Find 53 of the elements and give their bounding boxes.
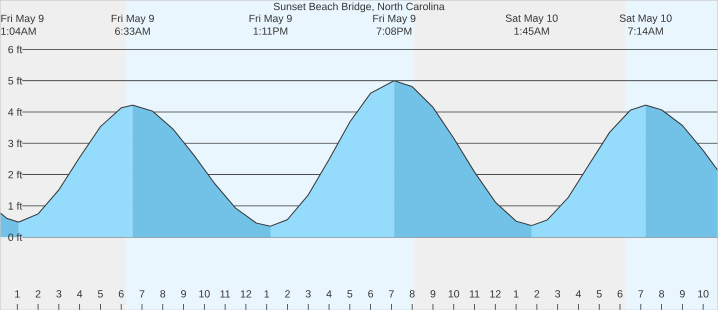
x-tick-label: 3	[56, 290, 62, 298]
x-tick-label: 1	[264, 290, 270, 298]
x-tick-label: 8	[659, 290, 664, 298]
annotation: Fri May 9	[373, 14, 416, 24]
x-tick-label: 9	[680, 290, 685, 298]
annotation: Fri May 9	[112, 14, 154, 24]
chart-title: Sunset Beach Bridge, North Carolina	[274, 2, 445, 12]
x-tick-label: 10	[199, 290, 210, 298]
x-tick-label: 6	[618, 290, 622, 298]
annotation: Fri May 9	[250, 14, 292, 24]
annotation: 1:04AM	[1, 27, 36, 35]
y-tick-label: 5 ft	[8, 76, 22, 84]
x-tick-label: 12	[240, 290, 252, 298]
x-tick-label: 11	[470, 290, 480, 298]
x-tick-label: 10	[698, 290, 709, 298]
annotation: 7:08PM	[376, 27, 412, 35]
y-tick-label: 1 ft	[8, 202, 22, 210]
x-tick-label: 9	[181, 290, 186, 298]
x-tick-label: 7	[140, 290, 144, 298]
x-tick-label: 1	[514, 290, 518, 298]
x-tick-label: 4	[76, 290, 82, 298]
annotation: Sat May 10	[506, 14, 558, 24]
x-tick-label: 8	[410, 290, 415, 298]
annotation: Sat May 10	[620, 14, 672, 24]
x-tick-label: 3	[306, 290, 311, 298]
y-tick-label: 2 ft	[8, 170, 22, 178]
annotation: 7:14AM	[628, 27, 663, 34]
x-tick-label: 5	[347, 290, 352, 298]
x-tick-label: 10	[448, 290, 460, 298]
x-tick-label: 7	[638, 290, 644, 298]
x-tick-label: 4	[576, 290, 582, 298]
x-tick-label: 2	[285, 290, 290, 298]
x-tick-label: 4	[326, 290, 332, 298]
x-tick-label: 2	[534, 290, 540, 298]
x-tick-label: 6	[118, 290, 124, 298]
y-tick-label: 6 ft	[8, 45, 22, 54]
x-tick-label: 6	[368, 290, 374, 298]
x-tick-label: 8	[160, 290, 166, 298]
x-tick-label: 3	[555, 290, 560, 298]
x-tick-label: 5	[596, 290, 602, 298]
x-tick-label: 9	[430, 290, 436, 298]
y-tick-label: 3 ft	[8, 139, 22, 147]
annotation: Fri May 9	[1, 14, 44, 24]
x-tick-label: 5	[98, 290, 103, 298]
x-tick-label: 1	[15, 290, 20, 298]
y-tick-label: 4 ft	[8, 108, 22, 116]
x-tick-label: 12	[490, 290, 501, 298]
x-tick-label: 11	[220, 290, 230, 298]
annotation: 1:11PM	[254, 27, 288, 34]
annotation: 6:33AM	[115, 27, 150, 35]
x-tick-label: 2	[36, 290, 40, 298]
annotation: 1:45AM	[514, 27, 549, 35]
x-tick-label: 7	[389, 290, 394, 298]
